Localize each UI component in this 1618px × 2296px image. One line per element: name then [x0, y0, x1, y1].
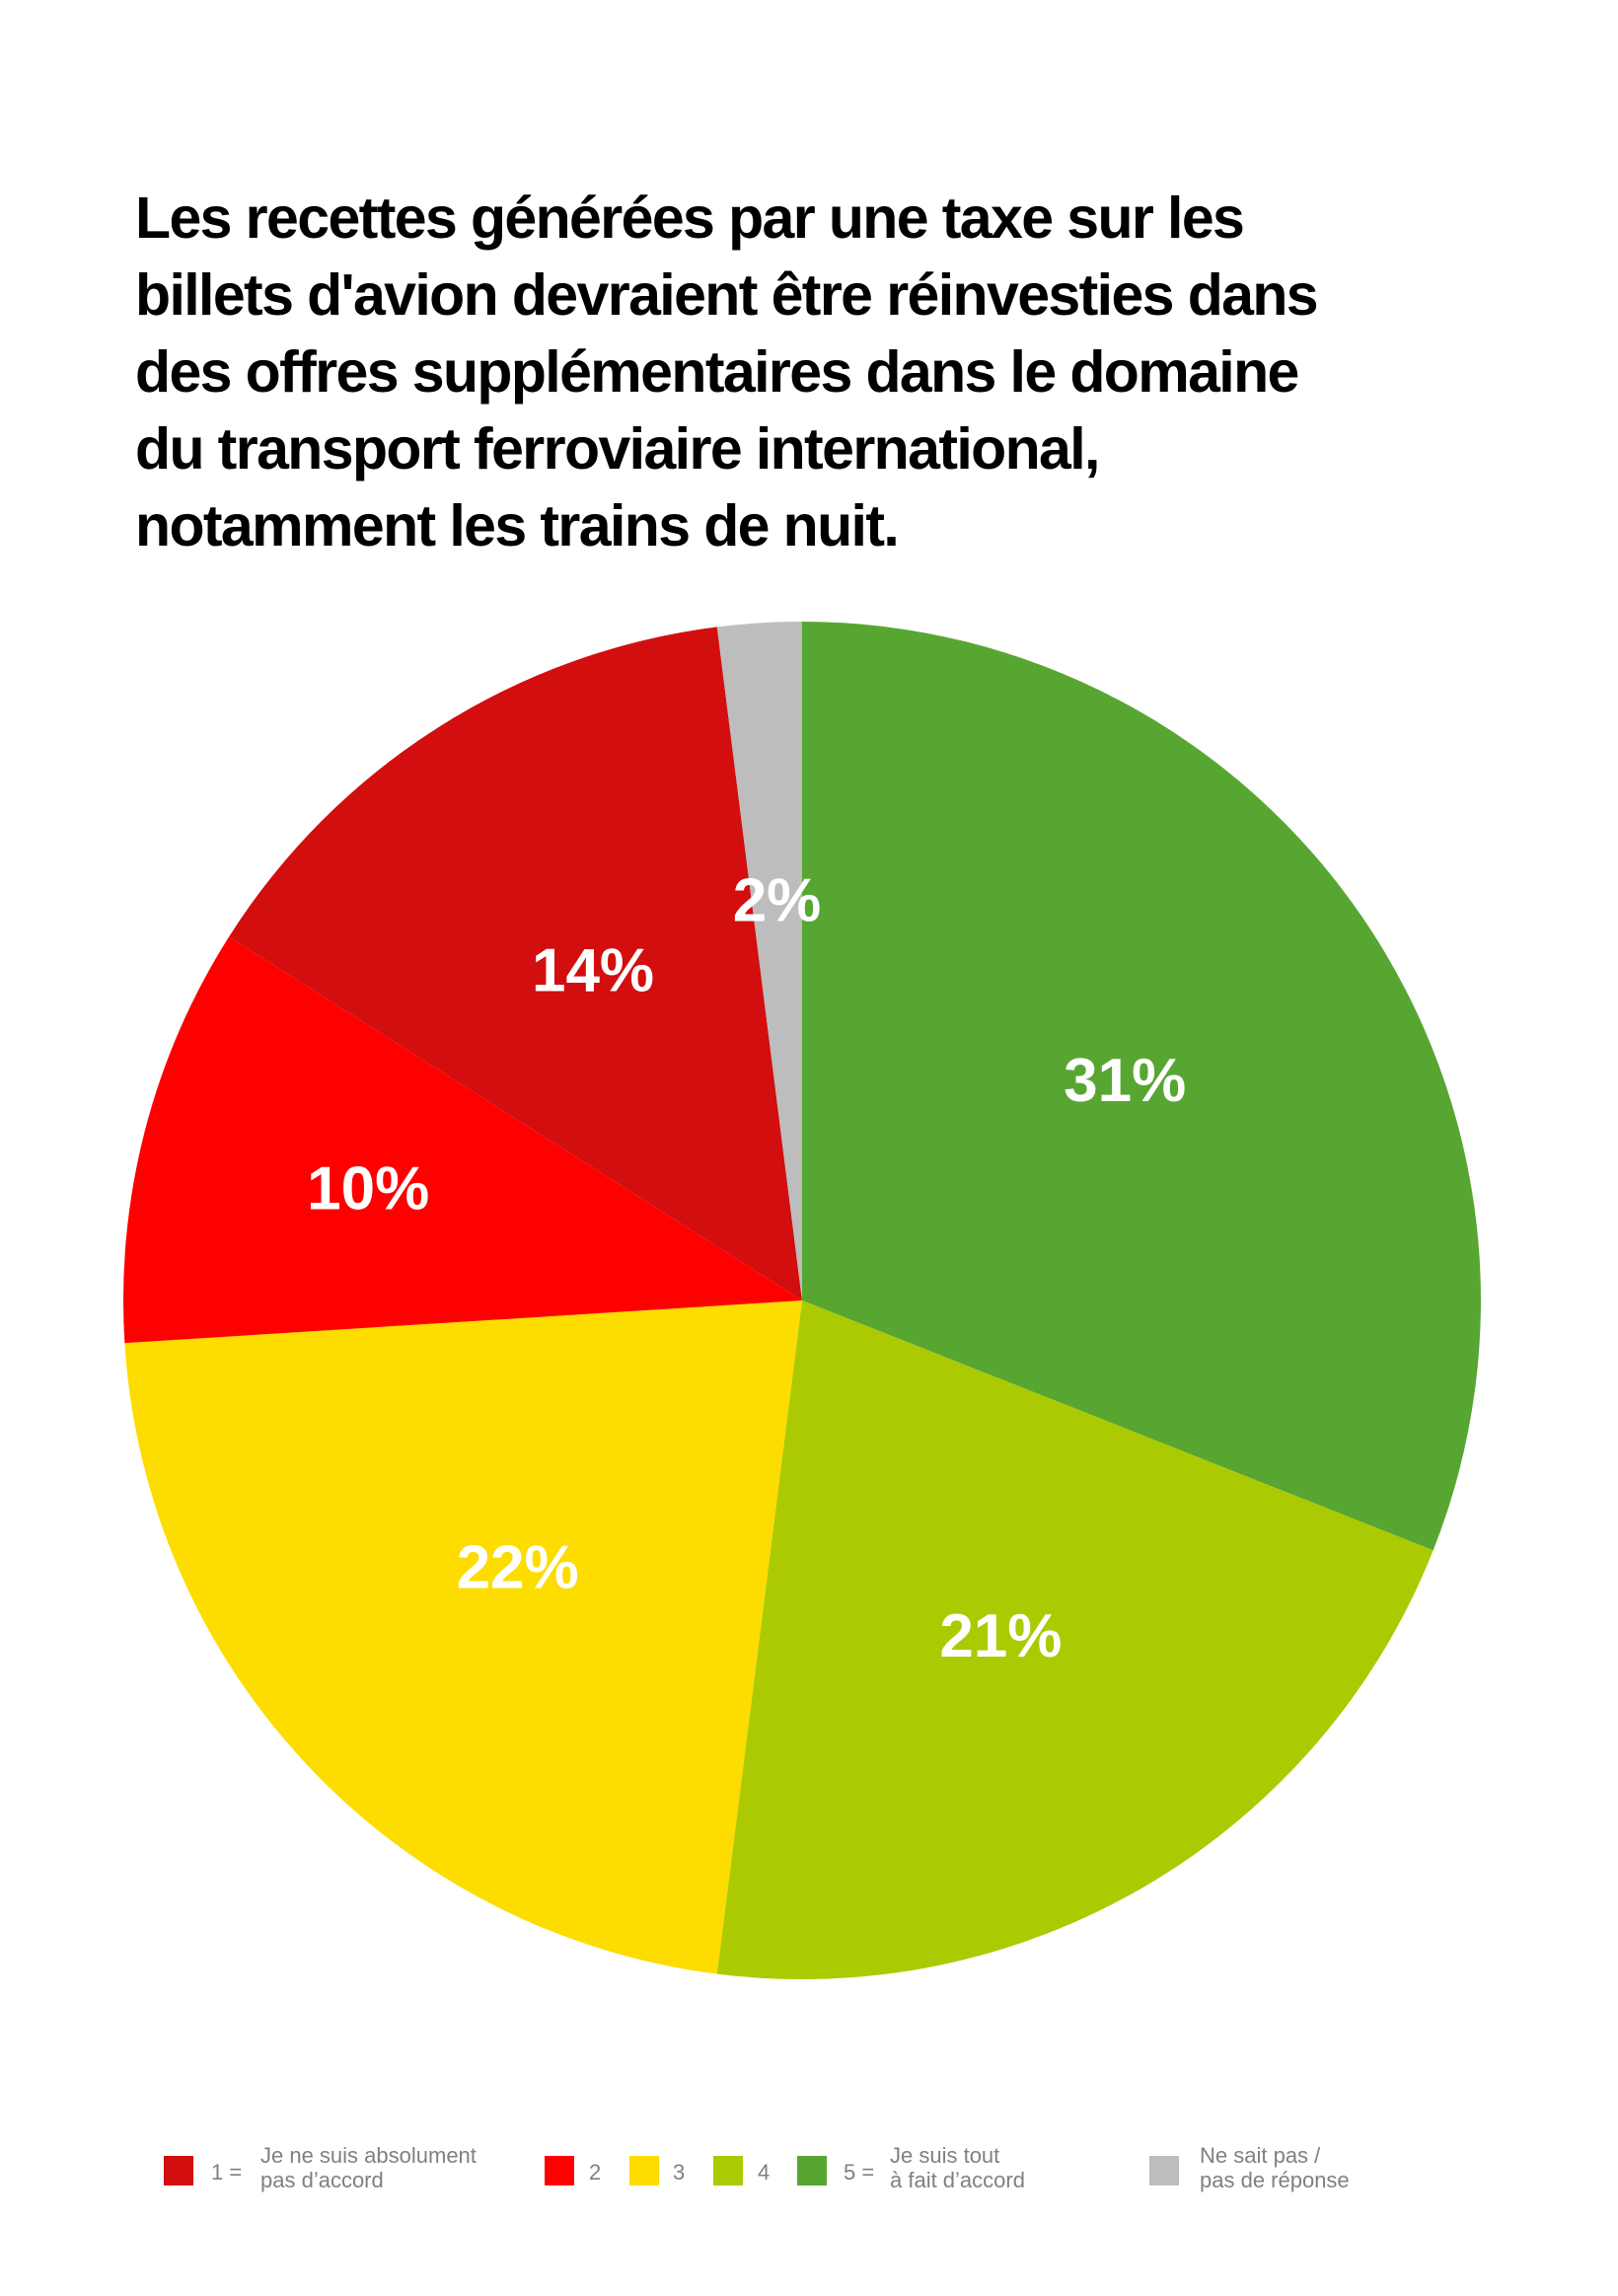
legend-swatch-1: [164, 2156, 193, 2185]
slice-data-label-1: 31%: [1064, 1047, 1186, 1115]
legend-swatch-2: [545, 2156, 574, 2185]
slice-data-label-4: 10%: [307, 1155, 429, 1223]
legend-number-4: 4: [758, 2160, 771, 2185]
slice-data-label-5: 14%: [532, 936, 654, 1004]
legend-swatch-3: [629, 2156, 659, 2185]
title-line: billets d'avion devraient être réinvesti…: [135, 262, 1319, 328]
slice-data-label-2: 21%: [939, 1602, 1062, 1670]
title-line: notamment les trains de nuit.: [135, 493, 900, 558]
slice-data-label-6: 2%: [733, 866, 822, 934]
pie-slice-3: [124, 1300, 803, 1974]
legend-swatch-4: [713, 2156, 743, 2185]
pie-slice-6: [716, 622, 802, 1300]
legend-label-1-line-2: pas d’accord: [260, 2168, 384, 2192]
legend-swatch-5: [797, 2156, 827, 2185]
legend-swatch-no-answer: [1149, 2156, 1179, 2185]
pie-slice-1: [802, 622, 1481, 1551]
legend-number-3: 3: [673, 2160, 686, 2185]
legend-number-5: 5 =: [844, 2160, 875, 2185]
slice-data-label-3: 22%: [457, 1533, 579, 1601]
pie-slice-2: [716, 1300, 1434, 1979]
title-line: du transport ferroviaire international,: [135, 416, 1100, 481]
legend-label-no-answer-line-2: pas de réponse: [1200, 2168, 1350, 2192]
title-line: Les recettes générées par une taxe sur l…: [135, 185, 1245, 251]
title-line: des offres supplémentaires dans le domai…: [135, 339, 1299, 405]
pie-slice-5: [229, 627, 802, 1300]
legend-label-5-line-1: Je suis tout: [890, 2143, 1000, 2168]
pie-slice-4: [123, 936, 803, 1344]
legend-label-5-line-2: à fait d’accord: [890, 2168, 1025, 2192]
legend-number-1: 1 =: [211, 2160, 243, 2185]
chart-title: Les recettes générées par une taxe sur l…: [135, 180, 1418, 564]
legend-label-no-answer-line-1: Ne sait pas /: [1200, 2143, 1321, 2168]
legend-number-2: 2: [589, 2160, 602, 2185]
legend-label-1-line-1: Je ne suis absolument: [260, 2143, 477, 2168]
